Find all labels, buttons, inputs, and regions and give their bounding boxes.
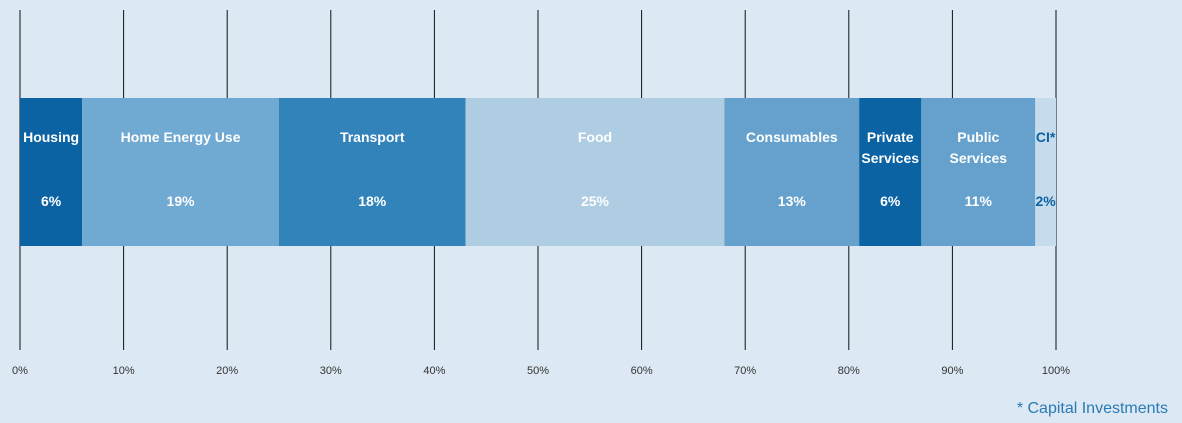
x-tick-label: 40% [423,365,445,377]
value-label: 2% [1035,193,1056,209]
value-label: 13% [777,193,806,209]
segment-label: Transport [339,129,405,145]
x-tick-label: 90% [941,365,963,377]
value-label: 18% [358,193,387,209]
value-label: 6% [40,193,62,209]
segment-label: Home Energy Use [120,129,241,145]
footnote: * Capital Investments [1016,400,1168,417]
bar-segment [921,98,1036,246]
x-tick-label: 70% [734,365,756,377]
bar-segment [1035,98,1056,246]
x-tick-label: 20% [216,365,238,377]
x-tick-label: 80% [838,365,860,377]
segment-label: CI* [1035,129,1056,145]
bar-segment [724,98,860,246]
x-tick-label: 0% [12,365,28,377]
x-tick-label: 10% [113,365,135,377]
segment-label: Public Services [949,129,1008,166]
segment-label: Consumables [745,129,838,145]
x-tick-label: 50% [527,365,549,377]
value-label: 6% [880,193,901,209]
bar-segment [20,98,83,246]
segment-label: Housing [23,129,80,145]
bar-segment [465,98,725,246]
bar-segment [279,98,466,246]
value-label: 25% [580,193,609,209]
segment-label: Food [577,129,613,145]
value-label: 11% [964,193,992,209]
x-tick-label: 30% [320,365,342,377]
segment-label: Private Services [861,129,920,166]
value-label: 19% [166,193,195,209]
x-tick-label: 60% [631,365,653,377]
bar-segment [859,98,922,246]
bar-segment [82,98,279,246]
x-tick-label: 100% [1042,365,1070,377]
